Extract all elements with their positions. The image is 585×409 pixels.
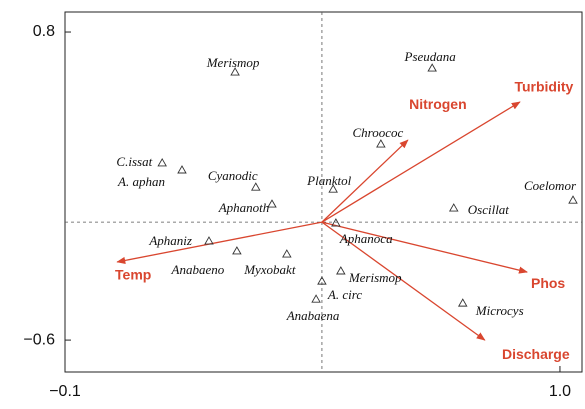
y-tick-label: 0.8 bbox=[33, 23, 55, 40]
env-label: Turbidity bbox=[514, 79, 573, 95]
species-label: Cyanodic bbox=[208, 168, 258, 183]
env-vector bbox=[321, 139, 409, 223]
env-vector bbox=[321, 101, 521, 223]
species-label: Oscillat bbox=[468, 202, 510, 217]
y-tick-label: −0.6 bbox=[23, 331, 55, 348]
species-point bbox=[328, 184, 338, 193]
species-label: Aphanoca bbox=[339, 231, 393, 246]
species-point bbox=[177, 165, 187, 174]
species-label: Aphanoth bbox=[218, 200, 270, 215]
species-label: Aphaniz bbox=[148, 233, 192, 248]
env-label: Nitrogen bbox=[409, 96, 467, 112]
species-point bbox=[336, 266, 346, 275]
species-point bbox=[331, 218, 341, 227]
plot-frame bbox=[64, 11, 583, 373]
species-point bbox=[317, 276, 327, 285]
species-label: A. circ bbox=[327, 287, 362, 302]
species-point bbox=[157, 158, 167, 167]
species-point bbox=[282, 249, 292, 258]
x-tick-label: −0.1 bbox=[49, 383, 81, 400]
species-label: Anabaena bbox=[286, 308, 340, 323]
species-label: Merismop bbox=[348, 270, 402, 285]
species-point bbox=[311, 294, 321, 303]
env-vector bbox=[321, 221, 486, 341]
species-point bbox=[427, 63, 437, 72]
species-point bbox=[568, 195, 578, 204]
species-label: Pseudana bbox=[404, 49, 457, 64]
species-point bbox=[457, 298, 468, 307]
species-point bbox=[376, 139, 386, 148]
env-label: Phos bbox=[531, 275, 565, 291]
species-point bbox=[204, 236, 214, 245]
species-label: A. aphan bbox=[117, 174, 165, 189]
env-label: Discharge bbox=[502, 346, 570, 362]
env-vector bbox=[321, 221, 528, 274]
x-tick-label: 1.0 bbox=[549, 383, 571, 400]
species-point bbox=[232, 246, 242, 255]
species-label: Planktol bbox=[306, 173, 351, 188]
species-point bbox=[448, 203, 459, 212]
species-point bbox=[267, 199, 277, 208]
species-label: C.issat bbox=[116, 154, 152, 169]
species-label: Chroococ bbox=[352, 125, 403, 140]
species-label: Anabaeno bbox=[171, 262, 225, 277]
species-label: Myxobakt bbox=[243, 262, 296, 277]
species-point bbox=[230, 67, 240, 76]
env-vector bbox=[116, 221, 323, 264]
species-label: Coelomor bbox=[524, 178, 577, 193]
species-label: Merismop bbox=[206, 55, 260, 70]
species-point bbox=[251, 182, 261, 191]
env-label: Temp bbox=[115, 267, 151, 283]
species-label: Microcys bbox=[475, 303, 524, 318]
